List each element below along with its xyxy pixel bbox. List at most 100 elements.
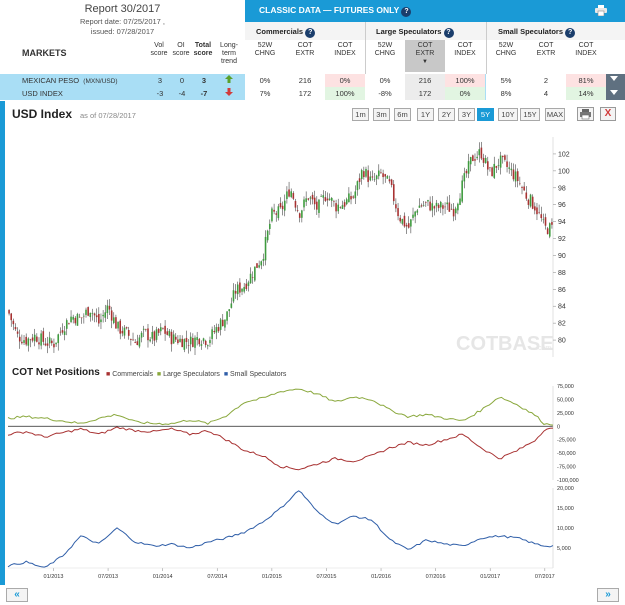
price-candle (386, 175, 389, 179)
xtick-label: 01/2014 (153, 574, 173, 580)
help-icon[interactable]: ? (305, 28, 316, 38)
price-candle (525, 186, 528, 201)
subcol-header-52w-chng[interactable]: 52W CHNG (495, 42, 517, 57)
price-ytick-label: 92 (558, 236, 566, 243)
range-button-max[interactable]: MAX (545, 108, 565, 121)
xtick-label: 07/2017 (535, 574, 555, 580)
price-candle (234, 284, 237, 299)
price-candle (523, 182, 525, 191)
sort-desc-icon: ▼ (422, 59, 428, 65)
price-candle (98, 307, 100, 327)
price-candle (431, 196, 434, 218)
help-icon[interactable]: ? (565, 28, 576, 38)
price-candle (356, 180, 359, 196)
price-candle (495, 165, 498, 174)
range-button-1y[interactable]: 1Y (417, 108, 434, 121)
price-candle (472, 154, 474, 162)
price-candle (132, 332, 134, 341)
price-candle (294, 198, 297, 212)
price-candle (95, 308, 98, 323)
subcol-header-cot-extr[interactable]: COT EXTR ▼ (405, 42, 445, 66)
print-icon[interactable] (577, 107, 594, 121)
price-candle (211, 326, 213, 345)
price-candle (177, 335, 179, 345)
price-candle (416, 208, 419, 216)
print-icon[interactable] (595, 5, 607, 17)
report-title: Report 30/2017 (84, 3, 161, 15)
price-candle (307, 197, 310, 201)
xtick-label: 07/2016 (426, 574, 446, 580)
cot-cell: 14% (566, 87, 606, 100)
subcol-header-cot-index[interactable]: COT INDEX (575, 42, 597, 57)
price-candle (254, 266, 256, 282)
range-button-3m[interactable]: 3m (373, 108, 390, 121)
price-candle (305, 191, 307, 206)
scroll-right-button[interactable]: » (597, 588, 619, 602)
price-candle (172, 330, 175, 344)
price-candle (170, 329, 173, 352)
price-candle (283, 194, 286, 217)
cot-cell: 5% (486, 74, 526, 87)
xtick-label: 07/2014 (207, 574, 227, 580)
classic-data-banner: CLASSIC DATA — FUTURES ONLY ? (245, 0, 625, 22)
price-candle (412, 207, 414, 221)
oi-score: 0 (179, 76, 185, 85)
price-candle (121, 326, 124, 337)
price-candle (213, 325, 216, 335)
price-candle (12, 318, 15, 331)
range-button-3y[interactable]: 3Y (458, 108, 475, 121)
price-candle (286, 186, 288, 204)
help-icon[interactable]: ? (443, 28, 454, 38)
small-ytick-label: 10,000 (557, 526, 574, 532)
price-candle (401, 218, 404, 226)
price-candle (508, 161, 510, 174)
close-icon[interactable]: X (600, 107, 616, 121)
help-icon[interactable]: ? (401, 7, 412, 17)
price-candle (422, 201, 425, 207)
price-candle (388, 175, 391, 184)
price-candle (397, 202, 399, 221)
price-candle (499, 151, 502, 175)
range-button-5y[interactable]: 5Y (477, 108, 494, 121)
range-button-6m[interactable]: 6m (394, 108, 411, 121)
price-candle (328, 193, 331, 201)
price-candle (435, 199, 438, 213)
price-candle (288, 181, 290, 198)
markets-header: MARKETS (22, 48, 67, 58)
subcol-header-52w-chng[interactable]: 52W CHNG (374, 42, 396, 57)
price-candle (108, 299, 111, 316)
subcol-header-52w-chng[interactable]: 52W CHNG (254, 42, 276, 57)
price-candle (74, 316, 77, 326)
price-candle (140, 331, 143, 343)
price-candle (106, 299, 109, 320)
price-candle (514, 164, 517, 188)
subcol-header-cot-extr[interactable]: COT EXTR (295, 42, 315, 57)
cot-cell: 0% (245, 74, 285, 87)
price-candle (501, 155, 504, 164)
price-candle (322, 190, 325, 205)
price-candle (465, 168, 468, 178)
scrollbar[interactable] (604, 74, 625, 100)
scroll-left-button[interactable]: « (6, 588, 28, 602)
sorted-column-header[interactable] (405, 40, 445, 72)
price-candle (437, 202, 440, 212)
price-candle (529, 193, 532, 208)
range-button-2y[interactable]: 2Y (438, 108, 455, 121)
range-button-15y[interactable]: 15Y (520, 108, 540, 121)
price-candle (489, 166, 491, 172)
price-candle (31, 333, 34, 343)
price-candle (91, 308, 94, 321)
price-candle (467, 153, 470, 179)
price-candle (343, 199, 346, 210)
range-button-10y[interactable]: 10Y (498, 108, 518, 121)
subcol-header-cot-extr[interactable]: COT EXTR (536, 42, 556, 57)
range-button-1m[interactable]: 1m (352, 108, 369, 121)
price-candle (174, 333, 177, 342)
subcol-header-cot-index[interactable]: COT INDEX (454, 42, 476, 57)
price-candle (316, 196, 318, 215)
price-candle (373, 172, 376, 182)
price-candle (491, 166, 493, 177)
subcol-header-cot-index[interactable]: COT INDEX (334, 42, 356, 57)
price-candle (264, 230, 267, 266)
price-candle (512, 163, 515, 182)
